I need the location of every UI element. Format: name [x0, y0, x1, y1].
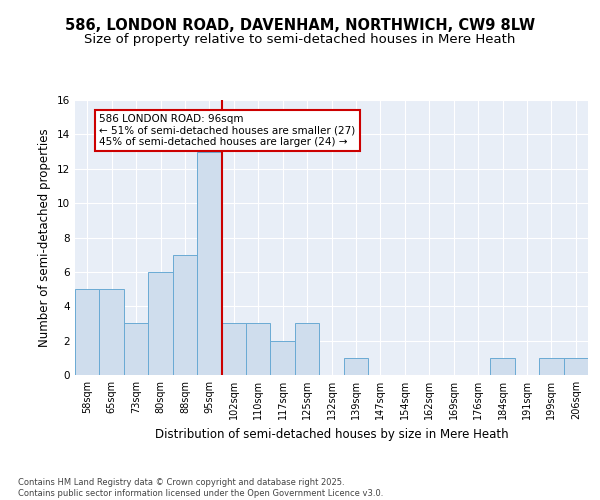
Bar — [197, 152, 221, 375]
Text: 586, LONDON ROAD, DAVENHAM, NORTHWICH, CW9 8LW: 586, LONDON ROAD, DAVENHAM, NORTHWICH, C… — [65, 18, 535, 32]
Y-axis label: Number of semi-detached properties: Number of semi-detached properties — [38, 128, 52, 347]
Bar — [124, 324, 148, 375]
Bar — [295, 324, 319, 375]
Bar — [344, 358, 368, 375]
Bar — [271, 340, 295, 375]
Bar — [173, 254, 197, 375]
Bar — [75, 289, 100, 375]
Text: 586 LONDON ROAD: 96sqm
← 51% of semi-detached houses are smaller (27)
45% of sem: 586 LONDON ROAD: 96sqm ← 51% of semi-det… — [100, 114, 356, 147]
Text: Size of property relative to semi-detached houses in Mere Heath: Size of property relative to semi-detach… — [85, 32, 515, 46]
Bar — [221, 324, 246, 375]
Bar — [148, 272, 173, 375]
Bar — [563, 358, 588, 375]
Bar — [490, 358, 515, 375]
Bar — [100, 289, 124, 375]
Text: Contains HM Land Registry data © Crown copyright and database right 2025.
Contai: Contains HM Land Registry data © Crown c… — [18, 478, 383, 498]
X-axis label: Distribution of semi-detached houses by size in Mere Heath: Distribution of semi-detached houses by … — [155, 428, 508, 440]
Bar — [539, 358, 563, 375]
Bar — [246, 324, 271, 375]
